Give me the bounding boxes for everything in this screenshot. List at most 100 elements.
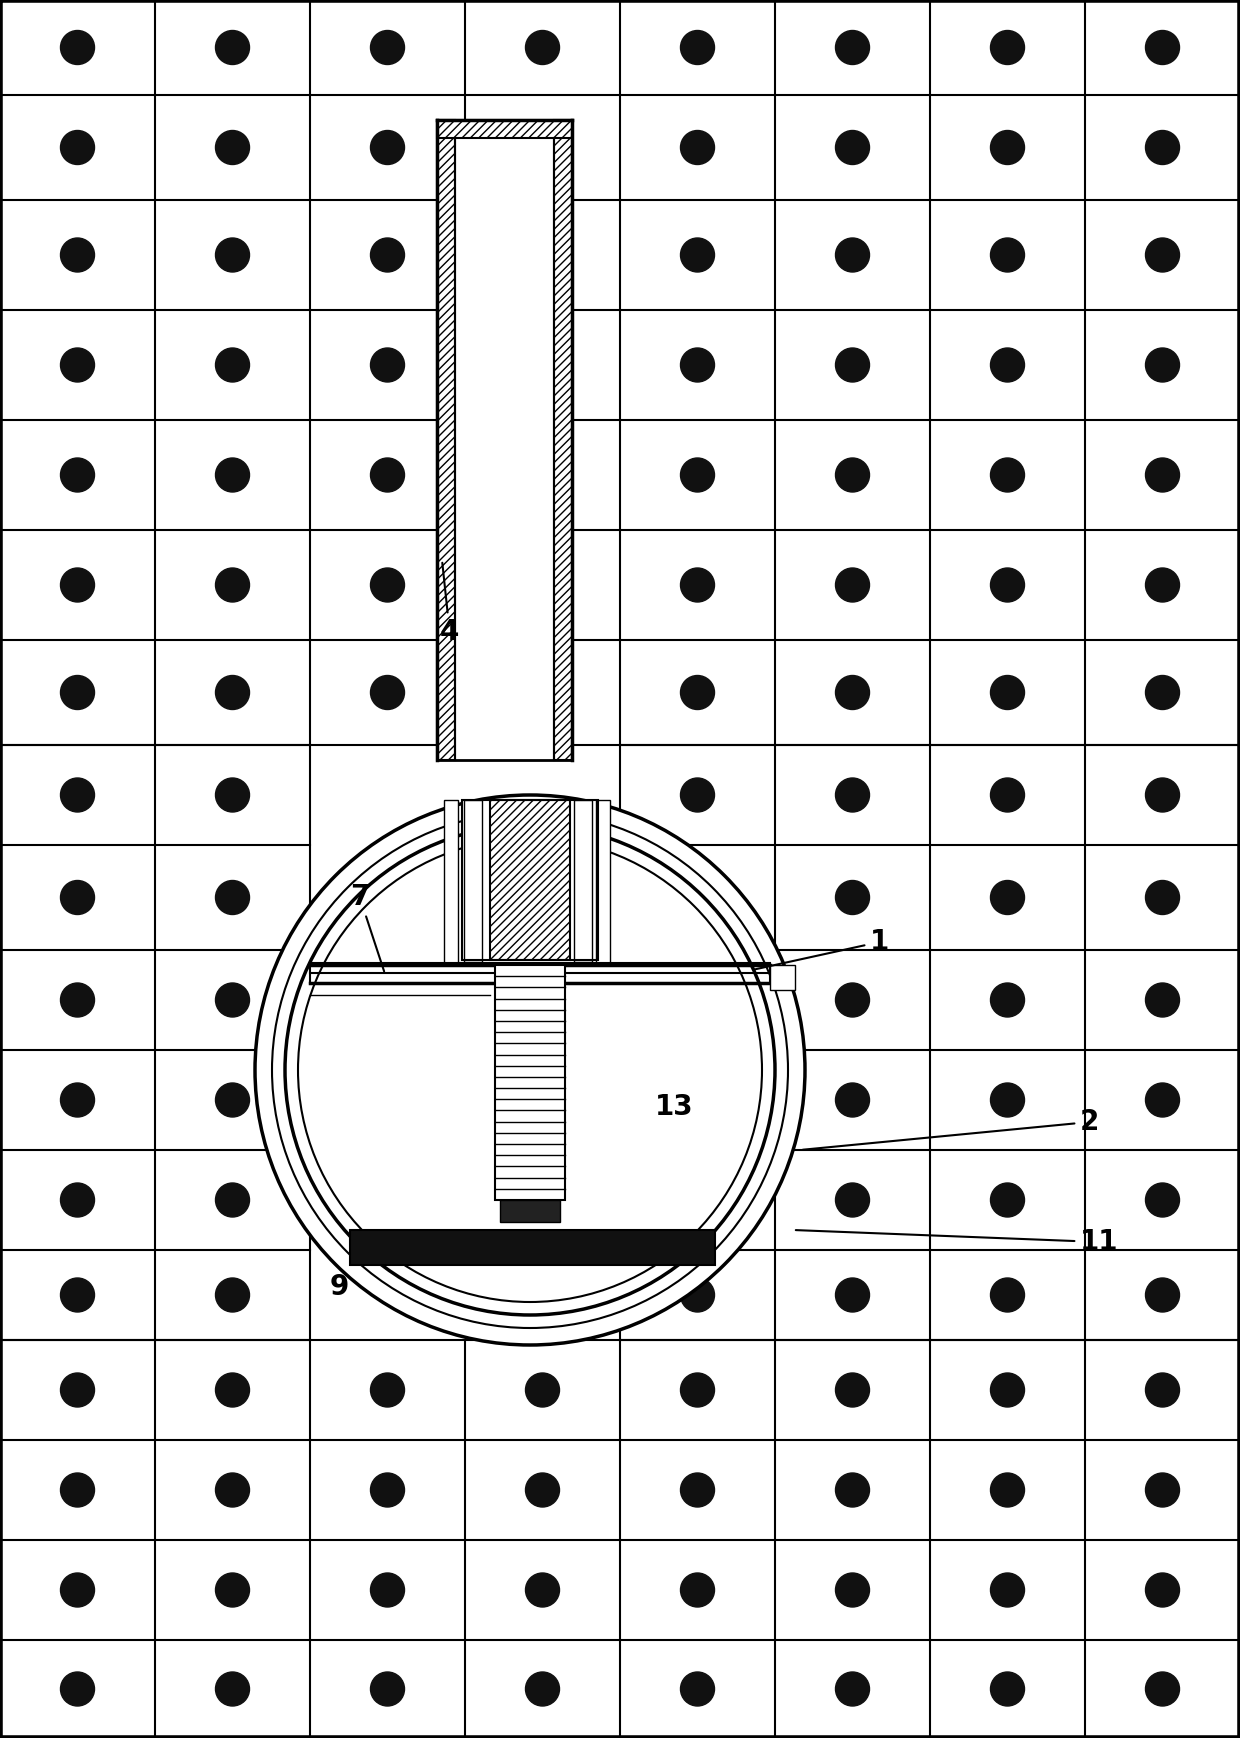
Circle shape [991,31,1024,64]
Circle shape [836,1672,869,1707]
Circle shape [61,31,94,64]
Bar [554,120,572,760]
Circle shape [255,794,805,1345]
Circle shape [991,1474,1024,1507]
Circle shape [681,1083,714,1118]
Circle shape [61,568,94,601]
Text: 7: 7 [350,883,384,972]
Circle shape [681,238,714,273]
Circle shape [1146,1184,1179,1217]
Bar [495,965,565,1199]
Circle shape [371,459,404,492]
Circle shape [836,1277,869,1312]
Circle shape [61,1672,94,1707]
Circle shape [216,984,249,1017]
Circle shape [681,984,714,1017]
Circle shape [836,779,869,812]
Circle shape [61,1573,94,1608]
Circle shape [1146,1277,1179,1312]
Circle shape [216,1083,249,1118]
Circle shape [216,459,249,492]
Circle shape [61,779,94,812]
Circle shape [216,881,249,914]
Circle shape [681,31,714,64]
Circle shape [371,1573,404,1608]
Circle shape [1146,238,1179,273]
Circle shape [526,1474,559,1507]
Text: 1: 1 [755,928,889,970]
Circle shape [681,1474,714,1507]
Circle shape [991,130,1024,165]
Bar [463,799,598,959]
Circle shape [836,1083,869,1118]
Circle shape [1146,459,1179,492]
Circle shape [1146,984,1179,1017]
Bar [436,120,455,760]
Circle shape [836,1184,869,1217]
Bar [770,965,795,991]
Bar [574,799,591,959]
Circle shape [526,348,559,382]
Circle shape [681,459,714,492]
Circle shape [61,459,94,492]
Circle shape [991,459,1024,492]
Circle shape [61,1277,94,1312]
Bar [596,799,610,965]
Circle shape [681,881,714,914]
Circle shape [216,1277,249,1312]
Circle shape [991,881,1024,914]
Circle shape [371,130,404,165]
Circle shape [526,1672,559,1707]
Circle shape [61,881,94,914]
Circle shape [1146,1672,1179,1707]
Circle shape [681,1373,714,1408]
Bar [464,799,482,959]
Bar [455,120,554,760]
Circle shape [216,1373,249,1408]
Circle shape [61,238,94,273]
Circle shape [836,568,869,601]
Circle shape [836,881,869,914]
Circle shape [1146,31,1179,64]
Circle shape [681,568,714,601]
Circle shape [1146,1474,1179,1507]
Circle shape [61,348,94,382]
Circle shape [1146,568,1179,601]
Circle shape [526,130,559,165]
Circle shape [991,1184,1024,1217]
Circle shape [681,1184,714,1217]
Circle shape [371,676,404,709]
Bar [436,120,572,137]
Circle shape [216,31,249,64]
Circle shape [681,348,714,382]
Circle shape [836,1573,869,1608]
Circle shape [1146,676,1179,709]
Circle shape [1146,1573,1179,1608]
Circle shape [371,31,404,64]
Circle shape [681,130,714,165]
Circle shape [836,676,869,709]
Bar [490,799,570,959]
Circle shape [1146,779,1179,812]
Circle shape [526,31,559,64]
Circle shape [526,1573,559,1608]
Circle shape [1146,1083,1179,1118]
Circle shape [371,1672,404,1707]
Circle shape [836,130,869,165]
Circle shape [991,1083,1024,1118]
Circle shape [991,1573,1024,1608]
Bar [500,1199,560,1222]
Circle shape [836,459,869,492]
Circle shape [216,1672,249,1707]
Circle shape [216,348,249,382]
Circle shape [526,1373,559,1408]
Circle shape [1146,130,1179,165]
Circle shape [991,238,1024,273]
Circle shape [1146,348,1179,382]
Bar [463,799,598,959]
Circle shape [526,459,559,492]
Circle shape [836,31,869,64]
Circle shape [216,130,249,165]
Circle shape [371,238,404,273]
Circle shape [61,676,94,709]
